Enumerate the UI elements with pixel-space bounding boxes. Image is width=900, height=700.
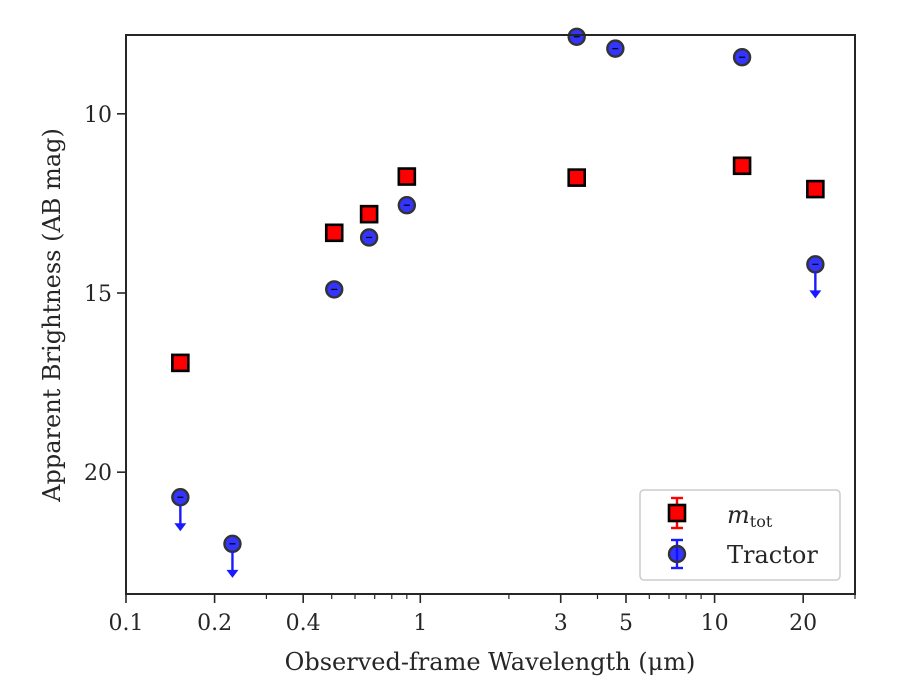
y-tick-label-20: 20 xyxy=(84,461,112,486)
y-axis-label: Apparent Brightness (AB mag) xyxy=(38,128,66,503)
x-tick-label-0.1: 0.1 xyxy=(109,611,144,636)
legend-swatch-tractor xyxy=(667,538,687,570)
upper-limit-arrowhead xyxy=(809,290,822,299)
legend-swatch-mtot xyxy=(667,496,687,530)
y-tick-label-15: 15 xyxy=(84,282,112,307)
mtot-point-3 xyxy=(397,167,417,186)
x-tick-label-0.2: 0.2 xyxy=(197,611,232,636)
y-tick-label-10: 10 xyxy=(84,103,112,128)
legend-label-tractor: Tractor xyxy=(727,541,818,569)
mtot-point-2 xyxy=(359,204,379,224)
x-tick-label-3: 3 xyxy=(554,611,568,636)
tractor-point-6 xyxy=(606,39,625,58)
mtot-point-4 xyxy=(567,168,587,187)
legend: mtot Tractor xyxy=(639,489,841,581)
plot-frame xyxy=(125,34,856,595)
mtot-point-0 xyxy=(171,353,190,373)
legend-box xyxy=(639,489,841,581)
x-tick-label-10: 10 xyxy=(701,611,729,636)
tractor-point-3 xyxy=(359,228,379,247)
x-axis-label: Observed-frame Wavelength (μm) xyxy=(285,648,696,676)
tractor-point-5 xyxy=(567,27,586,46)
tractor-point-4 xyxy=(397,196,417,215)
tractor-point-0 xyxy=(171,488,190,532)
upper-limit-arrowhead xyxy=(226,569,239,578)
legend-marker-mtot xyxy=(667,503,687,523)
legend-label-mtot-sub: tot xyxy=(750,512,773,531)
data-marks xyxy=(171,27,825,578)
mtot-point-5 xyxy=(732,156,752,176)
tractor-point-8 xyxy=(806,255,825,299)
tractor-point-2 xyxy=(325,280,344,299)
x-axis: 0.1 0.2 0.4 1 3 5 10 20 xyxy=(109,594,856,636)
tractor-point-7 xyxy=(732,48,752,67)
upper-limit-arrowhead xyxy=(174,523,187,532)
tractor-point-1 xyxy=(223,534,242,578)
legend-label-mtot: mtot xyxy=(727,501,773,531)
x-tick-label-5: 5 xyxy=(619,611,633,636)
x-tick-label-20: 20 xyxy=(789,611,817,636)
legend-label-mtot-main: m xyxy=(727,501,750,529)
legend-marker-tractor xyxy=(667,544,687,564)
mtot-point-1 xyxy=(324,223,344,243)
x-tick-label-1: 1 xyxy=(413,611,427,636)
y-axis: 10 15 20 xyxy=(84,103,126,486)
x-tick-label-0.4: 0.4 xyxy=(286,611,321,636)
mtot-point-6 xyxy=(806,179,825,199)
